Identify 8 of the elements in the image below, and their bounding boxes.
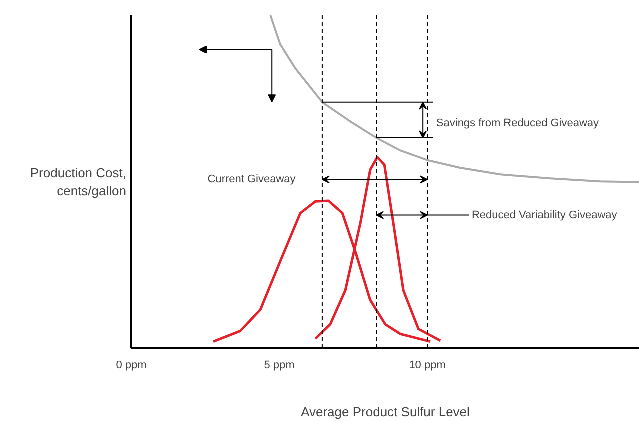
x-tick-label: 0 ppm <box>116 360 147 372</box>
x-axis-title: Average Product Sulfur Level <box>301 404 470 420</box>
annotation: Savings from Reduced Giveaway <box>436 118 600 130</box>
annotation: Current Giveaway <box>208 174 296 186</box>
x-tick-label: 5 ppm <box>264 360 295 372</box>
y-axis-title: Production Cost, cents/gallon <box>30 166 127 198</box>
annotation: Reduced Variability Giveaway <box>472 209 618 222</box>
x-tick-label: 10 ppm <box>409 360 446 372</box>
